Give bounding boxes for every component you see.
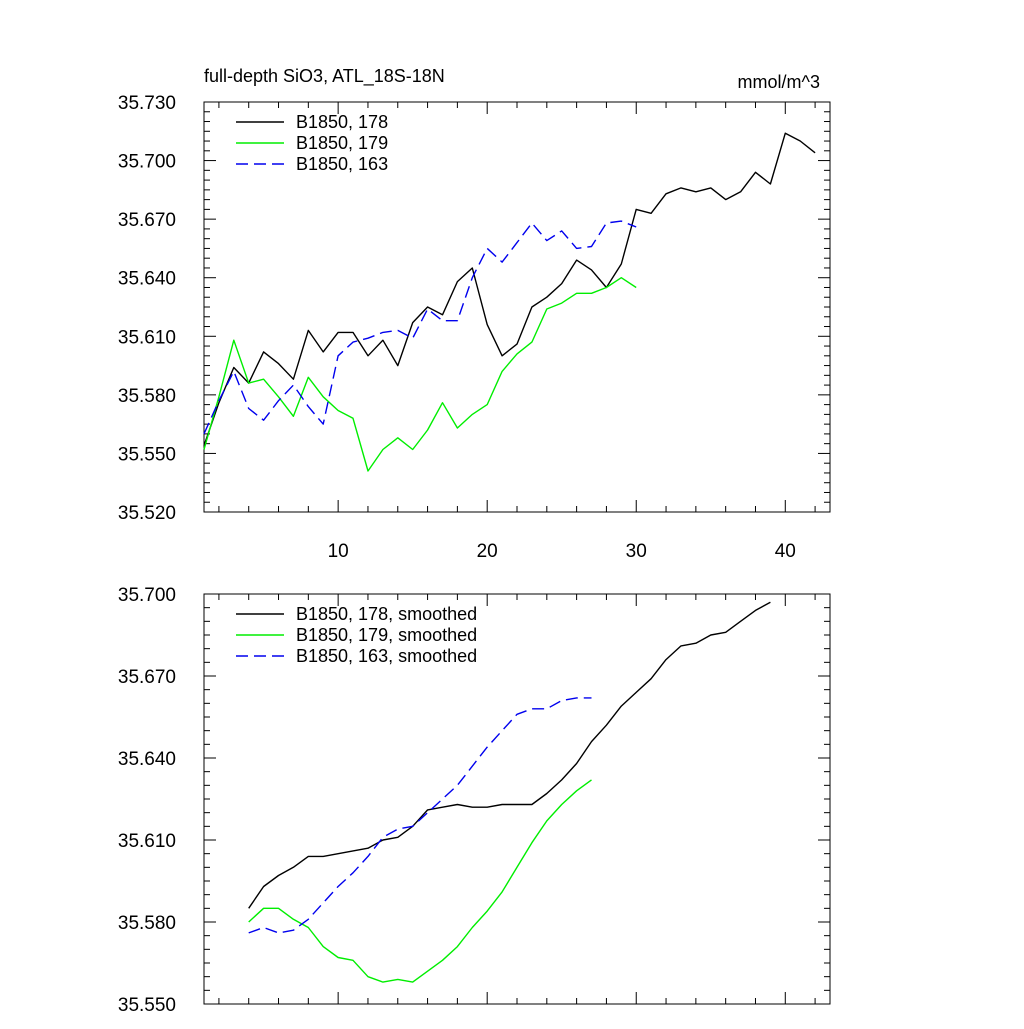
series-line-2 bbox=[248, 779, 592, 983]
y-tick-label: 35.580 bbox=[118, 913, 176, 934]
x-tick-label: 40 bbox=[775, 541, 796, 562]
y-tick-label: 35.700 bbox=[118, 585, 176, 606]
units-label: mmol/m^3 bbox=[738, 72, 820, 92]
x-tick-label: 20 bbox=[477, 541, 498, 562]
y-tick-label: 35.550 bbox=[118, 444, 176, 465]
chart-title: full-depth SiO3, ATL_18S-18N bbox=[204, 66, 445, 87]
y-tick-label: 35.640 bbox=[118, 749, 176, 770]
y-tick-label: 35.670 bbox=[118, 667, 176, 688]
legend-label-1: B1850, 178 bbox=[296, 112, 388, 132]
series-line-1 bbox=[203, 132, 816, 446]
legend-label-3: B1850, 163 bbox=[296, 154, 388, 174]
legend-label-2: B1850, 179, smoothed bbox=[296, 625, 477, 645]
y-tick-label: 35.580 bbox=[118, 386, 176, 407]
y-tick-label: 35.610 bbox=[118, 327, 176, 348]
bottom-panel: 35.550 35.580 35.610 35.640 35.670 35.700 B185… bbox=[118, 585, 831, 1016]
legend-label-2: B1850, 179 bbox=[296, 133, 388, 153]
legend-label-3: B1850, 163, smoothed bbox=[296, 646, 477, 666]
y-tick-label: 35.610 bbox=[118, 831, 176, 852]
top-panel: full-depth SiO3, ATL_18S-18N mmol/m^3 35.5… bbox=[118, 66, 831, 562]
y-tick-label: 35.550 bbox=[118, 995, 176, 1016]
series-line-1 bbox=[248, 601, 771, 909]
y-tick-label: 35.640 bbox=[118, 269, 176, 290]
series-line-3 bbox=[203, 220, 637, 435]
y-tick-label: 35.730 bbox=[118, 93, 176, 114]
legend-label-1: B1850, 178, smoothed bbox=[296, 604, 477, 624]
y-tick-label: 35.670 bbox=[118, 210, 176, 231]
series-line-3 bbox=[248, 697, 592, 934]
y-tick-label: 35.700 bbox=[118, 152, 176, 173]
y-tick-label: 35.520 bbox=[118, 503, 176, 524]
x-tick-label: 10 bbox=[328, 541, 349, 562]
x-tick-label: 30 bbox=[626, 541, 647, 562]
series-line-2 bbox=[203, 277, 637, 472]
